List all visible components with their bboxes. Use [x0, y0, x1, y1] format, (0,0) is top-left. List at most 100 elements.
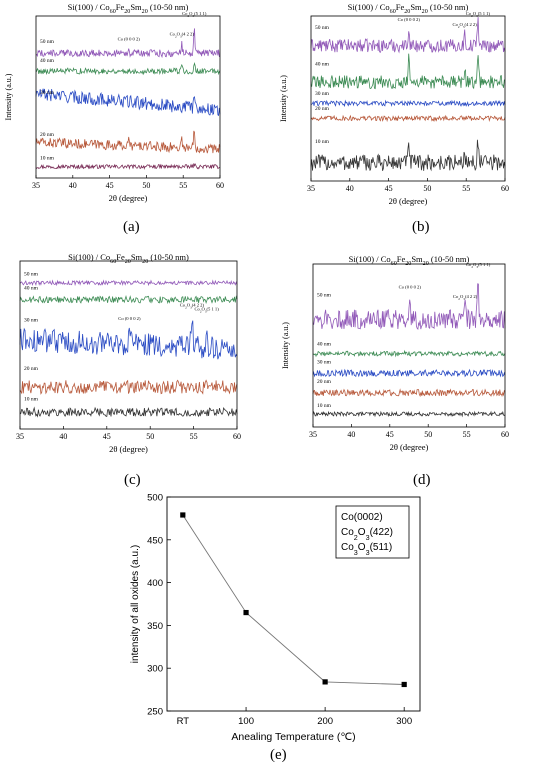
x-tick-label: 35	[307, 184, 315, 193]
series-line	[19, 320, 238, 360]
series-line	[19, 294, 238, 305]
x-tick-label: 60	[216, 181, 224, 190]
y-axis-label: Intensity (a.u.)	[4, 73, 13, 120]
series-line	[36, 28, 221, 59]
xrd-chart-b: Si(100) / Co60Fe20Sm20 (10-50 nm) 10 nm 20…	[279, 2, 509, 206]
panel-label-b: (b)	[412, 219, 430, 235]
plot-frame	[312, 263, 506, 428]
legend: Co(0002) Co2O3(422)Co3O3(511)	[335, 505, 410, 559]
series-line	[312, 368, 506, 378]
series-label: 40 nm	[315, 62, 330, 68]
series-label: 50 nm	[317, 293, 332, 299]
x-axis-label: Anealing Temperature (℃)	[231, 731, 355, 743]
panel-label-a: (a)	[123, 219, 140, 235]
series-line	[310, 53, 506, 90]
xrd-chart-c: Si(100) / Co60Fe20Sm20 (10-50 nm) 10 nm 20…	[16, 252, 241, 454]
y-axis-label: intensity of all oxides (a.u.)	[130, 545, 141, 663]
series-line	[35, 130, 221, 154]
data-line	[182, 514, 405, 685]
y-tick-label: 250	[147, 707, 163, 718]
series-label: 30 nm	[315, 91, 330, 97]
y-axis-label: Intensity (a.u.)	[281, 322, 290, 369]
legend-box	[335, 505, 410, 559]
x-tick-label: 45	[385, 184, 393, 193]
legend-entry: Co2O3(422)	[341, 527, 393, 542]
peak-label: Co (0 0 0 2)	[118, 36, 141, 41]
x-axis-label: 2θ (degree)	[109, 193, 148, 203]
series-label: 30 nm	[317, 359, 332, 365]
data-point	[180, 512, 186, 518]
x-axis-label: 2θ (degree)	[109, 444, 148, 454]
plot-frame	[19, 260, 238, 430]
x-tick-label: 35	[309, 430, 317, 439]
series-line	[310, 17, 506, 54]
x-tick-label: 55	[190, 432, 198, 441]
y-axis-label: Intensity (a.u.)	[279, 75, 288, 122]
xrd-chart-d: Si(100) / Co60Fe20Sm20 (10-50 nm) 10 nm 20…	[281, 254, 509, 452]
peak-label: Co2O3(4 2 2)	[170, 31, 195, 38]
plot-frame	[166, 496, 421, 712]
oxide-intensity-panel-e: 250 300 350 400 450 500 RT 100 200 300 Co(0002) Co2…	[0, 493, 550, 771]
y-tick-label: 350	[147, 621, 163, 632]
series-label: 20 nm	[317, 379, 332, 385]
series-label: 40 nm	[24, 286, 39, 292]
x-tick-label: 200	[317, 716, 333, 727]
series-line	[19, 279, 238, 287]
data-point	[322, 679, 328, 685]
plot-frame	[35, 15, 221, 179]
panel-label-d: (d)	[413, 472, 431, 488]
x-axis-label: 2θ (degree)	[390, 442, 429, 452]
x-tick-label: 50	[424, 430, 432, 439]
data-point	[401, 681, 407, 688]
series-label: 20 nm	[315, 106, 330, 112]
oxide-intensity-chart: 250 300 350 400 450 500 RT 100 200 300 Co(0002) Co2…	[130, 493, 421, 743]
x-tick-label: 45	[103, 432, 111, 441]
series-line	[310, 114, 506, 123]
x-tick-label: 60	[501, 430, 509, 439]
x-tick-label: 55	[463, 430, 471, 439]
series-line	[312, 388, 506, 398]
peak-label: Co2O3(5 1 1)	[182, 11, 207, 18]
series-label: 50 nm	[315, 25, 330, 31]
series-line	[19, 406, 238, 418]
x-tick-label: 60	[233, 432, 241, 441]
y-tick-label: 450	[147, 535, 163, 546]
series-label: 20 nm	[24, 366, 39, 372]
x-tick-label: 55	[462, 184, 470, 193]
series-label: 40 nm	[40, 58, 55, 64]
peak-label: Co2O3(5 1 1)	[466, 11, 491, 18]
series-line	[19, 379, 238, 395]
plot-frame	[310, 15, 506, 182]
x-tick-label: 40	[346, 184, 354, 193]
y-tick-label: 300	[147, 664, 163, 675]
x-tick-label: 35	[32, 181, 40, 190]
series-label: 10 nm	[317, 403, 332, 409]
series-label: 10 nm	[315, 139, 330, 145]
series-label: 50 nm	[40, 39, 55, 45]
x-tick-label: 50	[142, 181, 150, 190]
legend-entry: Co(0002)	[341, 512, 383, 523]
series-label: 20 nm	[40, 132, 55, 138]
peak-label: Co (0 0 0 2)	[398, 17, 421, 22]
peak-label: Co (0 0 0 2)	[118, 316, 141, 321]
xrd-chart-a: Si(100) / Co60Fe20Sm20 (10-50 nm) 10 nm 20…	[4, 2, 224, 203]
series-label: 10 nm	[24, 396, 39, 402]
chart-title: Si(100) / Co60Fe20Sm20 (10-50 nm)	[68, 2, 189, 15]
series-line	[35, 163, 221, 170]
series-label: 40 nm	[317, 342, 332, 348]
peak-label: Co2O3(4 2 2)	[180, 302, 205, 309]
x-tick-label: 55	[179, 181, 187, 190]
x-tick-label: 45	[106, 181, 114, 190]
x-tick-label: 40	[59, 432, 67, 441]
peak-label: Co (0 0 0 2)	[399, 284, 422, 289]
x-tick-label: 300	[396, 716, 412, 727]
chart-title: Si(100) / Co60Fe20Sm20 (10-50 nm)	[349, 254, 470, 267]
y-tick-label: 500	[147, 493, 163, 504]
series-line	[310, 99, 506, 108]
series-line	[310, 139, 506, 172]
series-line	[35, 88, 221, 117]
x-axis-label: 2θ (degree)	[389, 196, 428, 206]
y-tick-label: 400	[147, 578, 163, 589]
series-line	[312, 283, 506, 331]
series-line	[312, 349, 506, 358]
